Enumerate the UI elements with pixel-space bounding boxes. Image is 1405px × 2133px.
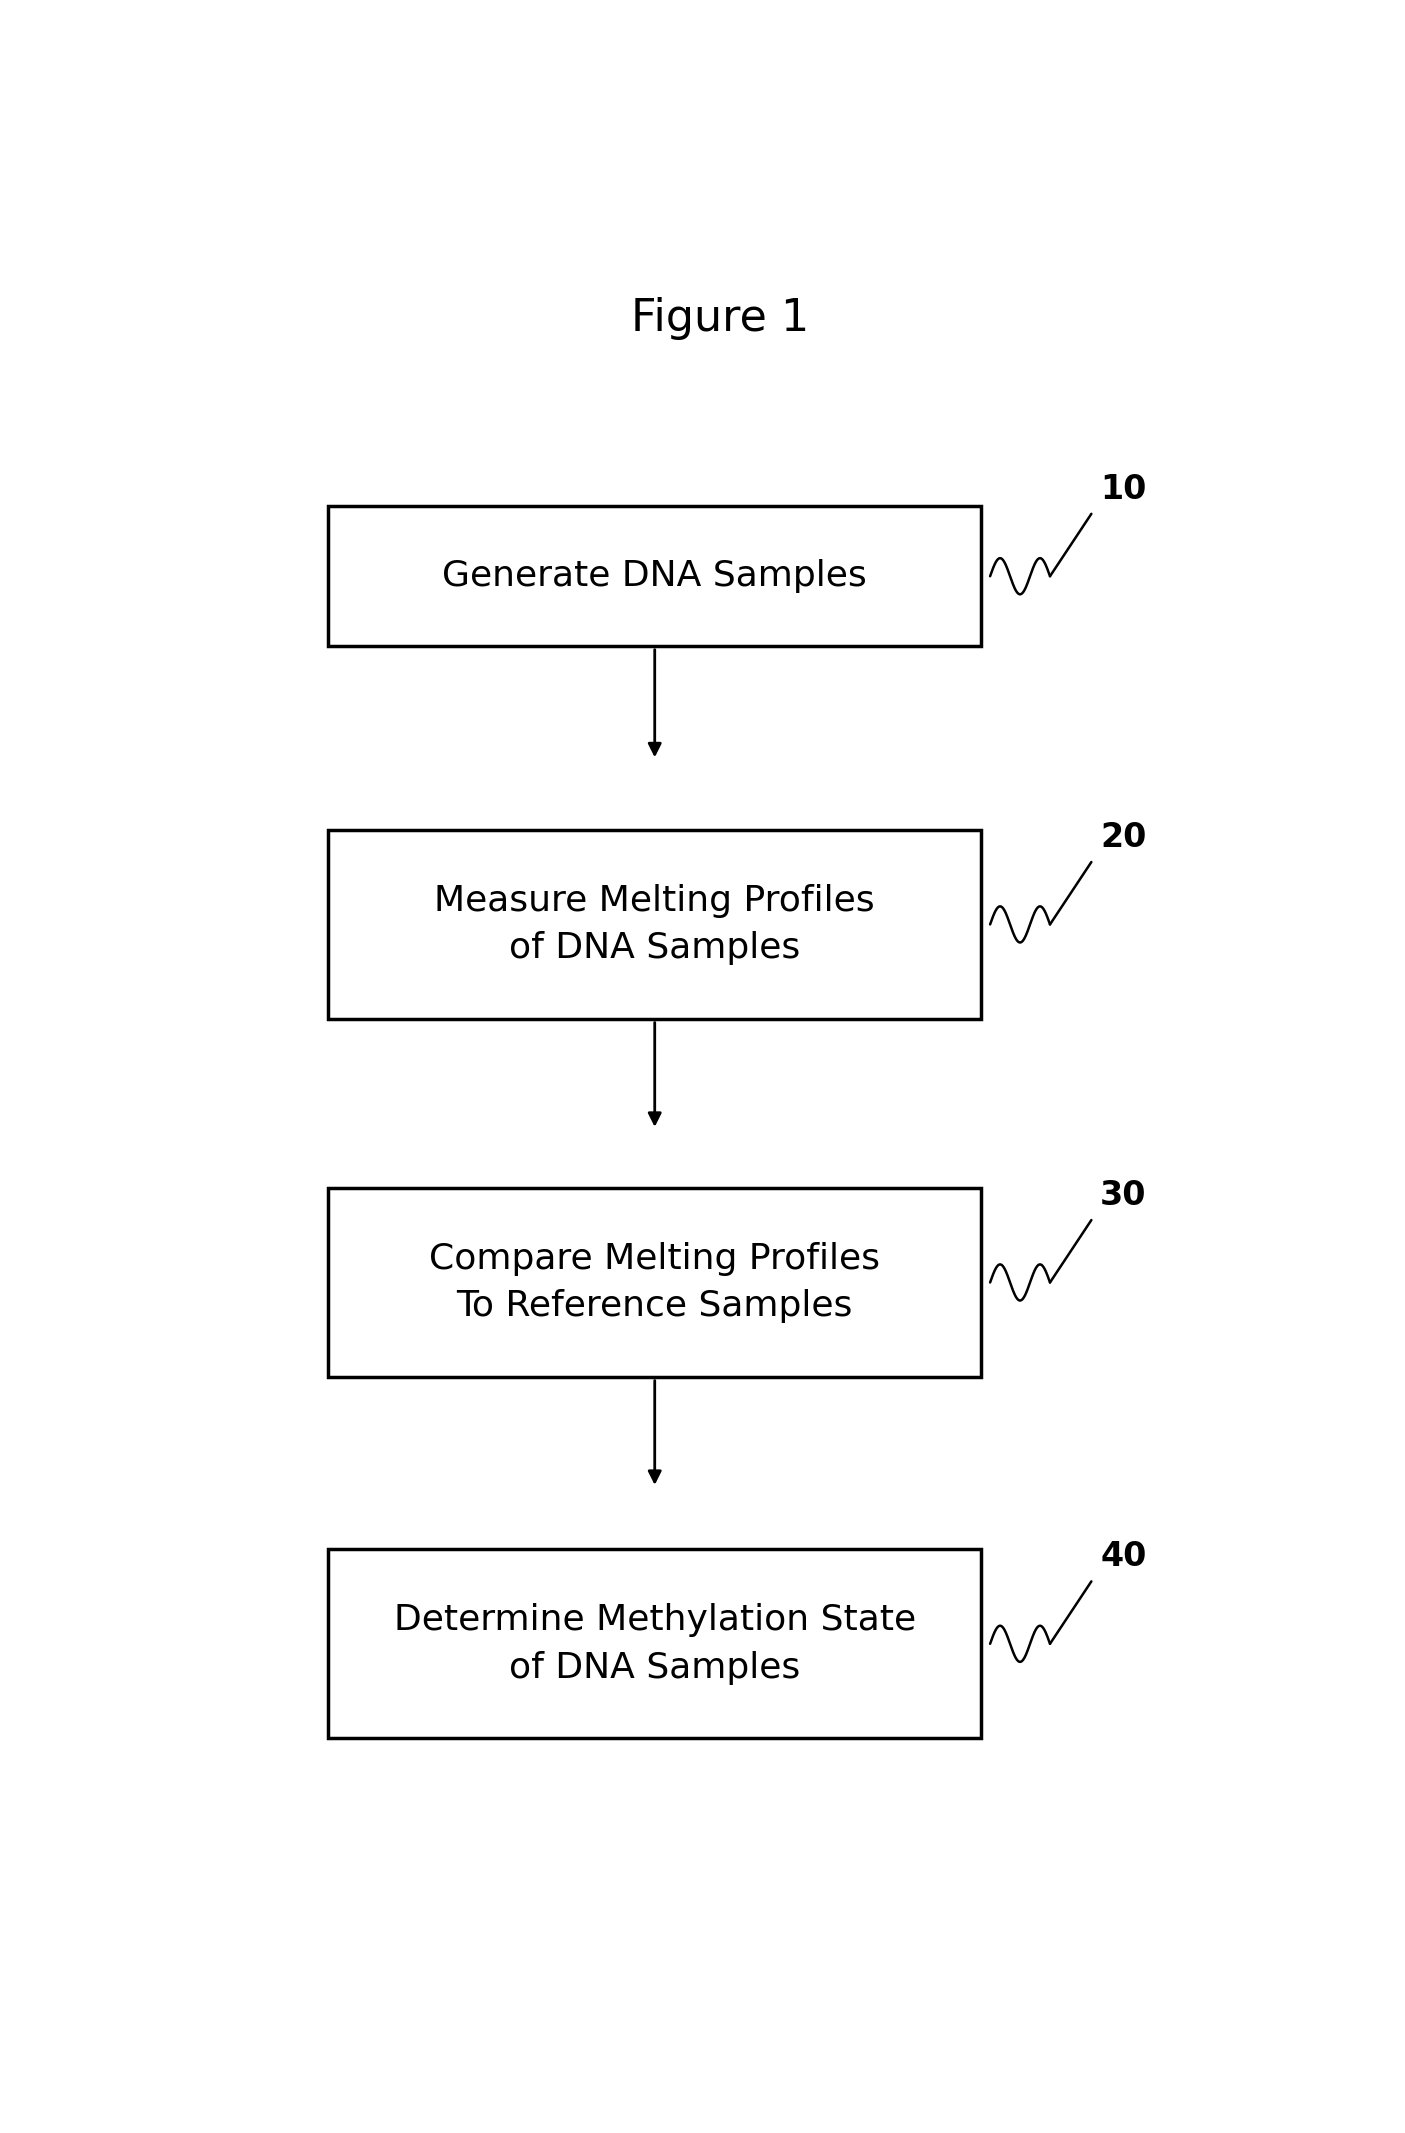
Bar (329, 1549, 981, 1738)
Text: 40: 40 (1100, 1540, 1146, 1574)
Bar (329, 1188, 981, 1378)
Bar (329, 830, 981, 1020)
Text: Generate DNA Samples: Generate DNA Samples (443, 559, 867, 593)
Text: Figure 1: Figure 1 (631, 296, 809, 339)
Text: Measure Melting Profiles
of DNA Samples: Measure Melting Profiles of DNA Samples (434, 883, 875, 964)
Text: Compare Melting Profiles
To Reference Samples: Compare Melting Profiles To Reference Sa… (430, 1241, 880, 1322)
Text: 20: 20 (1100, 821, 1146, 853)
Text: 10: 10 (1100, 474, 1146, 506)
Text: 30: 30 (1100, 1180, 1146, 1212)
Text: Determine Methylation State
of DNA Samples: Determine Methylation State of DNA Sampl… (393, 1604, 916, 1685)
Bar (329, 506, 981, 646)
